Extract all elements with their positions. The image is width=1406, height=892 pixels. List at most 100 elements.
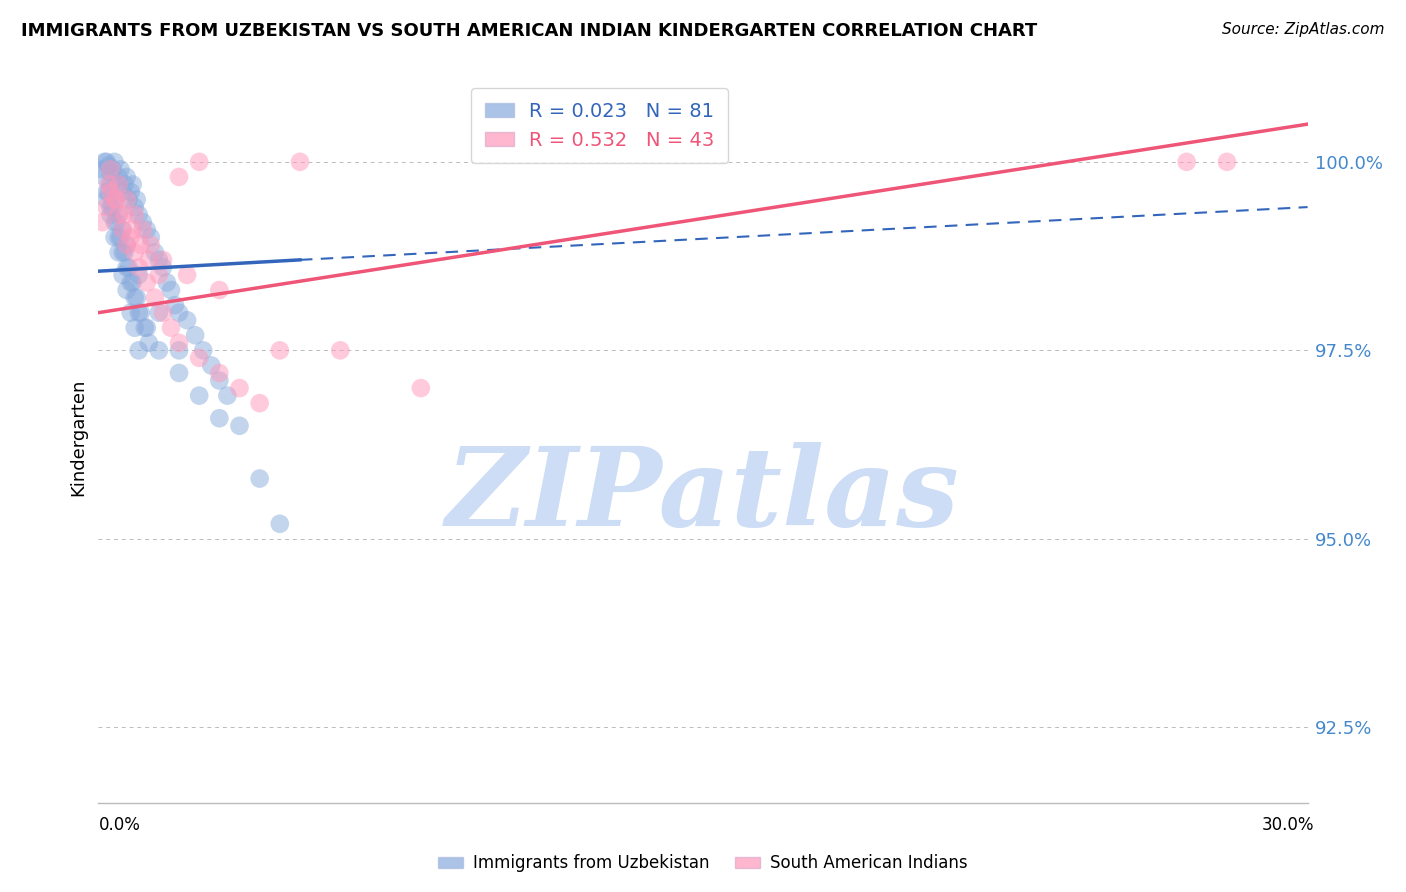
Point: [103, 230, 125, 244]
Point: [129, 306, 152, 320]
Point: [125, 193, 148, 207]
Point: [118, 260, 141, 275]
Point: [138, 252, 160, 267]
Point: [93, 169, 115, 184]
Legend: Immigrants from Uzbekistan, South American Indians: Immigrants from Uzbekistan, South Americ…: [432, 847, 974, 879]
Point: [115, 260, 138, 275]
Point: [124, 200, 146, 214]
Point: [120, 185, 142, 199]
Point: [114, 245, 136, 260]
Point: [208, 366, 231, 380]
Point: [121, 276, 143, 290]
Point: [100, 185, 122, 199]
Point: [103, 215, 125, 229]
Point: [249, 396, 271, 410]
Point: [96, 200, 118, 214]
Point: [269, 516, 291, 531]
Point: [228, 418, 250, 433]
Point: [135, 276, 157, 290]
Point: [160, 283, 183, 297]
Point: [96, 154, 118, 169]
Point: [100, 178, 122, 192]
Point: [208, 411, 231, 425]
Point: [118, 193, 141, 207]
Text: ZIPatlas: ZIPatlas: [446, 442, 960, 549]
Point: [152, 306, 174, 320]
Point: [91, 215, 114, 229]
Point: [107, 169, 129, 184]
Point: [103, 154, 125, 169]
Point: [115, 169, 138, 184]
Point: [184, 328, 207, 343]
Point: [148, 252, 170, 267]
Point: [128, 343, 150, 358]
Text: 30.0%: 30.0%: [1263, 816, 1315, 834]
Point: [156, 276, 179, 290]
Point: [128, 260, 150, 275]
Point: [143, 291, 166, 305]
Point: [148, 343, 170, 358]
Point: [124, 245, 146, 260]
Point: [105, 193, 128, 207]
Point: [97, 185, 120, 199]
Point: [120, 230, 142, 244]
Point: [107, 230, 129, 244]
Point: [249, 471, 271, 485]
Point: [167, 335, 190, 350]
Point: [111, 245, 134, 260]
Point: [167, 343, 190, 358]
Point: [269, 343, 291, 358]
Point: [288, 154, 311, 169]
Text: 0.0%: 0.0%: [98, 816, 141, 834]
Point: [200, 359, 222, 373]
Point: [105, 178, 128, 192]
Point: [124, 320, 146, 334]
Point: [134, 320, 156, 334]
Point: [101, 200, 124, 214]
Point: [129, 237, 152, 252]
Point: [148, 306, 170, 320]
Point: [100, 166, 122, 180]
Point: [96, 185, 118, 199]
Point: [128, 306, 150, 320]
Point: [115, 237, 138, 252]
Point: [139, 237, 162, 252]
Point: [120, 306, 142, 320]
Point: [128, 268, 150, 282]
Point: [103, 193, 125, 207]
Point: [107, 208, 129, 222]
Point: [93, 154, 115, 169]
Point: [329, 343, 352, 358]
Point: [176, 313, 198, 327]
Text: Source: ZipAtlas.com: Source: ZipAtlas.com: [1222, 22, 1385, 37]
Point: [114, 208, 136, 222]
Point: [163, 298, 186, 312]
Point: [228, 381, 250, 395]
Point: [110, 230, 132, 244]
Point: [132, 215, 155, 229]
Point: [152, 252, 174, 267]
Point: [91, 162, 114, 177]
Point: [107, 178, 129, 192]
Point: [100, 208, 122, 222]
Point: [176, 268, 198, 282]
Point: [124, 208, 146, 222]
Point: [120, 276, 142, 290]
Point: [188, 154, 211, 169]
Point: [208, 374, 231, 388]
Text: IMMIGRANTS FROM UZBEKISTAN VS SOUTH AMERICAN INDIAN KINDERGARTEN CORRELATION CHA: IMMIGRANTS FROM UZBEKISTAN VS SOUTH AMER…: [21, 22, 1038, 40]
Point: [1216, 154, 1239, 169]
Point: [148, 268, 170, 282]
Point: [167, 306, 190, 320]
Point: [132, 223, 155, 237]
Point: [188, 351, 211, 365]
Point: [167, 366, 190, 380]
Point: [152, 260, 174, 275]
Point: [101, 162, 124, 177]
Point: [160, 320, 183, 334]
Point: [100, 162, 122, 177]
Point: [193, 343, 215, 358]
Point: [111, 185, 134, 199]
Point: [138, 335, 160, 350]
Point: [110, 162, 132, 177]
